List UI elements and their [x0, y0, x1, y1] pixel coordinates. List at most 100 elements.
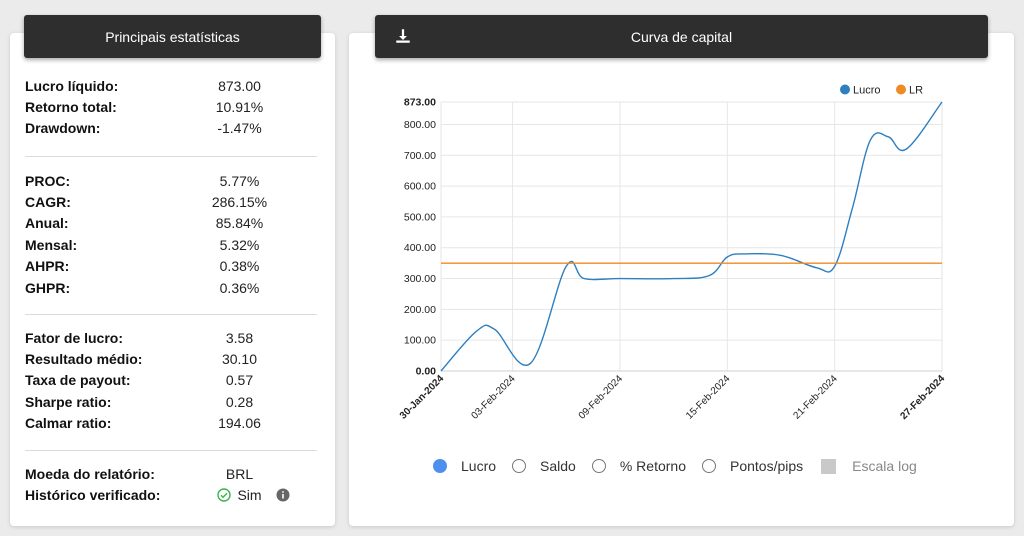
chart-mode-option[interactable]: Saldo: [512, 458, 576, 474]
radio-button[interactable]: [512, 459, 527, 473]
stat-row: AHPR: 0.38%: [25, 256, 317, 277]
radio-label: Saldo: [540, 458, 576, 474]
stat-row: Retorno total: 10.91%: [25, 96, 317, 117]
stat-label: Resultado médio:: [25, 351, 143, 368]
stat-value: 0.28: [225, 393, 254, 410]
stats-group: Lucro líquido: 873.00 Retorno total: 10.91%…: [25, 75, 317, 139]
y-tick-label: 500.00: [404, 211, 436, 223]
check-circle-icon: [217, 488, 232, 502]
stat-row: Sharpe ratio: 0.28: [25, 391, 317, 412]
x-tick-label: 03-Feb-2024: [469, 373, 518, 422]
stat-row: GHPR: 0.36%: [25, 277, 317, 298]
x-tick-label: 27-Feb-2024: [898, 373, 947, 422]
stat-label: AHPR:: [25, 258, 70, 275]
radio-label: Lucro: [461, 458, 497, 474]
y-tick-label: 200.00: [404, 304, 436, 316]
chart-mode-option[interactable]: Pontos/pips: [702, 458, 803, 474]
stat-label: Retorno total:: [25, 99, 117, 116]
stat-row: Calmar ratio: 194.06: [25, 413, 317, 434]
stat-value: Sim: [190, 487, 317, 503]
x-tick-label: 21-Feb-2024: [791, 373, 840, 422]
stat-value: 0.57: [225, 372, 254, 389]
radio-button[interactable]: [702, 459, 716, 473]
stat-row: Drawdown: -1.47%: [25, 118, 317, 139]
stats-header: Principais estatísticas: [24, 15, 321, 58]
log-scale-label: Escala log: [852, 458, 917, 474]
stats-group: Moeda do relatório: BRL Histórico verifica…: [25, 463, 317, 506]
stat-label: Anual:: [25, 215, 69, 232]
radio-label: % Retorno: [619, 458, 686, 474]
stat-label: Taxa de payout:: [25, 372, 131, 389]
stat-value: 0.36%: [219, 279, 260, 296]
stat-label: Sharpe ratio:: [25, 393, 112, 410]
stat-row: Moeda do relatório: BRL: [25, 463, 317, 484]
stat-row: Taxa de payout: 0.57: [25, 370, 317, 391]
stats-group: Fator de lucro: 3.58 Resultado médio: 30.10…: [25, 327, 317, 434]
stat-row: Anual: 85.84%: [25, 213, 317, 234]
stat-label: CAGR:: [25, 194, 71, 211]
chart-title: Curva de capital: [630, 28, 733, 45]
verified-value: Sim: [237, 487, 262, 504]
y-tick-label: 700.00: [404, 150, 436, 162]
stats-group: PROC: 5.77% CAGR: 286.15% Anual: 85.84% Mensal…: [25, 170, 317, 298]
stat-label: Fator de lucro:: [25, 329, 124, 346]
stat-row: Lucro líquido: 873.00: [25, 75, 317, 96]
stat-value: 10.91%: [215, 99, 264, 116]
stat-value: 5.32%: [219, 236, 260, 253]
stat-label: PROC:: [25, 172, 71, 189]
x-tick-label: 15-Feb-2024: [684, 373, 733, 422]
radio-button[interactable]: [591, 459, 606, 473]
stat-value: 194.06: [218, 415, 261, 432]
stat-value: 85.84%: [215, 215, 264, 232]
log-scale-toggle[interactable]: Escala log: [819, 458, 917, 474]
y-tick-label: 0.00: [416, 366, 437, 378]
y-tick-label: 800.00: [404, 119, 436, 131]
radio-label: Pontos/pips: [730, 458, 804, 474]
x-tick-label: 30-Jan-2024: [398, 373, 447, 422]
stat-row: Mensal: 5.32%: [25, 234, 317, 255]
log-scale-checkbox[interactable]: [821, 458, 837, 474]
chart-mode-options: Lucro Saldo % Retorno Pontos/pips Escala log: [433, 456, 933, 476]
stats-divider: [25, 156, 317, 157]
chart-mode-option[interactable]: Lucro: [433, 458, 496, 474]
y-tick-label: 300.00: [404, 273, 436, 285]
stat-value: 873.00: [218, 77, 261, 94]
y-tick-label: 600.00: [404, 181, 436, 193]
stat-row: Fator de lucro: 3.58: [25, 327, 317, 348]
stat-row: Resultado médio: 30.10: [25, 348, 317, 369]
download-icon[interactable]: [394, 27, 412, 45]
stat-label: Lucro líquido:: [25, 77, 119, 94]
stat-row: PROC: 5.77%: [25, 170, 317, 191]
radio-button[interactable]: [433, 459, 447, 473]
chart-card: [349, 33, 1014, 526]
stat-value: 0.38%: [219, 258, 260, 275]
stats-divider: [25, 450, 317, 451]
stat-value: 5.77%: [219, 172, 260, 189]
legend-label: Lucro: [853, 85, 881, 97]
stat-row: CAGR: 286.15%: [25, 191, 317, 212]
stat-label: Calmar ratio:: [25, 415, 112, 432]
stat-value: 286.15%: [211, 194, 268, 211]
info-icon[interactable]: [276, 488, 290, 502]
y-tick-label: 100.00: [404, 335, 436, 347]
stat-value: 3.58: [225, 329, 254, 346]
stats-card: [10, 33, 335, 526]
stat-label: Drawdown:: [25, 120, 101, 137]
stats-title: Principais estatísticas: [105, 28, 240, 45]
y-tick-label: 400.00: [404, 242, 436, 254]
stats-divider: [25, 314, 317, 315]
chart-mode-option[interactable]: % Retorno: [591, 458, 686, 474]
stat-label: Histórico verificado:: [25, 487, 161, 504]
series-line-lucro: [440, 101, 943, 372]
legend-marker: [896, 84, 906, 95]
x-tick-label: 09-Feb-2024: [577, 373, 626, 422]
legend-label: LR: [909, 85, 923, 97]
stat-label: GHPR:: [25, 279, 71, 296]
stat-label: Mensal:: [25, 236, 78, 253]
y-tick-label: 873.00: [404, 97, 436, 109]
chart-header: Curva de capital: [375, 15, 988, 58]
legend-marker: [840, 84, 850, 95]
stat-value: -1.47%: [217, 120, 262, 137]
stat-value: 30.10: [221, 351, 258, 368]
